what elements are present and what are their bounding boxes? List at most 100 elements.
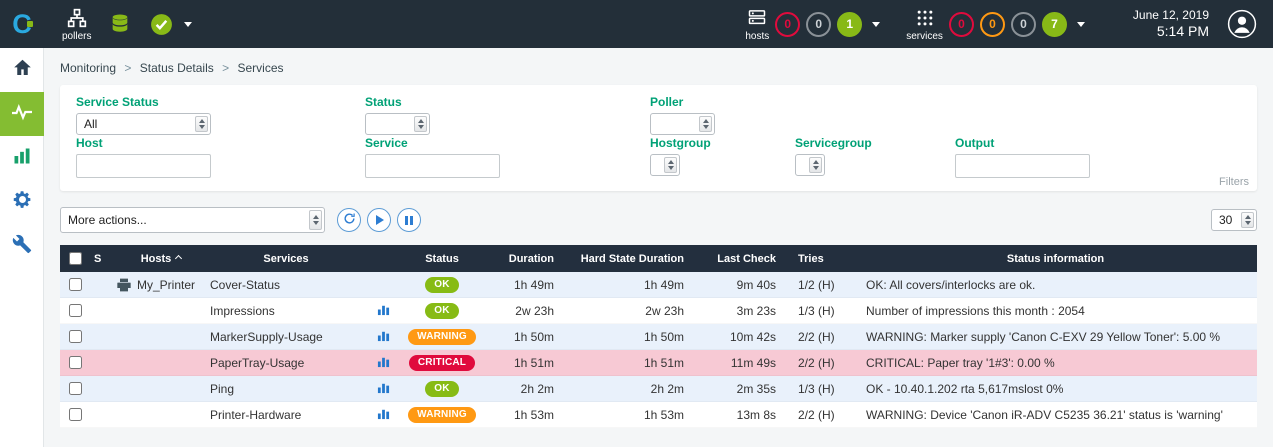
tries-cell: 2/2 (H) — [784, 350, 854, 375]
severity-cell — [90, 376, 116, 401]
hosts-menu[interactable]: hosts — [745, 7, 769, 42]
refresh-button[interactable] — [337, 208, 361, 232]
host-input[interactable] — [76, 154, 211, 178]
host-label: Host — [76, 136, 211, 150]
hosts-unreachable-badge[interactable]: 0 — [806, 12, 831, 37]
row-checkbox[interactable] — [69, 330, 82, 343]
output-input[interactable] — [955, 154, 1090, 178]
poller-select[interactable] — [650, 113, 715, 135]
services-ok-badge[interactable]: 7 — [1042, 12, 1067, 37]
tries-cell: 1/3 (H) — [784, 376, 854, 401]
row-checkbox[interactable] — [69, 382, 82, 395]
column-header-s[interactable]: S — [90, 245, 116, 272]
duration-cell: 2w 23h — [484, 298, 562, 323]
status-information-cell: CRITICAL: Paper tray '1#3': 0.00 % — [854, 350, 1257, 375]
host-link[interactable]: My_Printer — [137, 278, 195, 292]
status-badge: WARNING — [408, 329, 476, 345]
service-link[interactable]: Printer-Hardware — [210, 408, 301, 422]
select-stepper-icon — [1241, 212, 1254, 228]
graph-icon[interactable] — [377, 381, 390, 397]
graph-icon[interactable] — [377, 303, 390, 319]
breadcrumb-monitoring[interactable]: Monitoring — [60, 61, 116, 75]
poller-label: Poller — [650, 95, 715, 109]
services-critical-badge[interactable]: 0 — [949, 12, 974, 37]
row-checkbox[interactable] — [69, 356, 82, 369]
service-status-label: Service Status — [76, 95, 211, 109]
filters-toggle[interactable]: Filters — [1219, 176, 1249, 188]
last-check-cell: 11m 49s — [692, 350, 784, 375]
status-information-cell: WARNING: Marker supply 'Canon C-EXV 29 Y… — [854, 324, 1257, 349]
user-profile-icon[interactable] — [1227, 9, 1257, 39]
column-header-hosts[interactable]: Hosts — [116, 245, 206, 272]
database-status-icon[interactable] — [109, 13, 131, 35]
service-link[interactable]: Ping — [210, 382, 234, 396]
pollers-ok-icon[interactable] — [149, 12, 174, 37]
column-header-services[interactable]: Services — [206, 245, 366, 272]
pause-button[interactable] — [397, 208, 421, 232]
hosts-down-badge[interactable]: 0 — [775, 12, 800, 37]
column-header-status[interactable]: Status — [400, 245, 484, 272]
last-check-cell: 9m 40s — [692, 272, 784, 297]
last-check-cell: 2m 35s — [692, 376, 784, 401]
pollers-menu[interactable]: pollers — [62, 7, 91, 42]
more-actions-select[interactable]: More actions... — [60, 207, 325, 233]
services-menu[interactable]: services — [906, 7, 943, 42]
column-header-hard-state-duration[interactable]: Hard State Duration — [562, 245, 692, 272]
breadcrumb-separator: > — [222, 61, 229, 75]
service-link[interactable]: MarkerSupply-Usage — [210, 330, 323, 344]
services-warning-badge[interactable]: 0 — [980, 12, 1005, 37]
sidebar — [0, 48, 44, 447]
sort-asc-icon — [175, 255, 182, 262]
status-select[interactable] — [365, 113, 430, 135]
select-all-checkbox[interactable] — [69, 252, 82, 265]
sidebar-item-reporting[interactable] — [0, 136, 44, 180]
select-stepper-icon — [809, 157, 822, 173]
breadcrumb-status-details[interactable]: Status Details — [140, 61, 214, 75]
hosts-up-badge[interactable]: 1 — [837, 12, 862, 37]
duration-cell: 1h 51m — [484, 350, 562, 375]
select-stepper-icon — [195, 116, 208, 132]
graph-icon[interactable] — [377, 329, 390, 345]
pollers-chevron-down-icon[interactable] — [184, 22, 192, 27]
status-badge: OK — [425, 381, 458, 397]
hosts-label: hosts — [745, 31, 769, 42]
service-link[interactable]: PaperTray-Usage — [210, 356, 304, 370]
row-checkbox[interactable] — [69, 304, 82, 317]
output-label: Output — [955, 136, 1090, 150]
status-badge: OK — [425, 277, 458, 293]
page-size-select[interactable]: 30 — [1211, 209, 1257, 231]
breadcrumb-services[interactable]: Services — [237, 61, 283, 75]
sidebar-item-monitoring[interactable] — [0, 92, 44, 136]
column-header-last-check[interactable]: Last Check — [692, 245, 784, 272]
hostgroup-label: Hostgroup — [650, 136, 711, 150]
column-header-tries[interactable]: Tries — [784, 245, 854, 272]
service-link[interactable]: Cover-Status — [210, 278, 280, 292]
sidebar-item-administration[interactable] — [0, 224, 44, 268]
service-status-select[interactable]: All — [76, 113, 211, 135]
service-link[interactable]: Impressions — [210, 304, 275, 318]
services-chevron-down-icon[interactable] — [1077, 22, 1085, 27]
status-information-cell: Number of impressions this month : 2054 — [854, 298, 1257, 323]
play-button[interactable] — [367, 208, 391, 232]
service-input[interactable] — [365, 154, 500, 178]
row-checkbox[interactable] — [69, 408, 82, 421]
hostgroup-select[interactable] — [650, 154, 680, 176]
current-time: 5:14 PM — [1133, 23, 1209, 41]
severity-cell — [90, 350, 116, 375]
hosts-chevron-down-icon[interactable] — [872, 22, 880, 27]
sidebar-item-configuration[interactable] — [0, 180, 44, 224]
status-badge: CRITICAL — [409, 355, 475, 371]
sidebar-item-home[interactable] — [0, 48, 44, 92]
tries-cell: 1/3 (H) — [784, 298, 854, 323]
row-checkbox[interactable] — [69, 278, 82, 291]
servicegroup-select[interactable] — [795, 154, 825, 176]
services-unknown-badge[interactable]: 0 — [1011, 12, 1036, 37]
graph-icon[interactable] — [377, 355, 390, 371]
clock: June 12, 2019 5:14 PM — [1133, 8, 1209, 41]
graph-icon[interactable] — [377, 407, 390, 423]
table-row: PaperTray-Usage CRITICAL 1h 51m 1h 51m 1… — [60, 350, 1257, 376]
column-header-status-information[interactable]: Status information — [854, 245, 1257, 272]
status-information-cell: WARNING: Device 'Canon iR-ADV C5235 36.2… — [854, 402, 1257, 427]
column-header-duration[interactable]: Duration — [484, 245, 562, 272]
centreon-logo[interactable]: C — [0, 0, 44, 48]
